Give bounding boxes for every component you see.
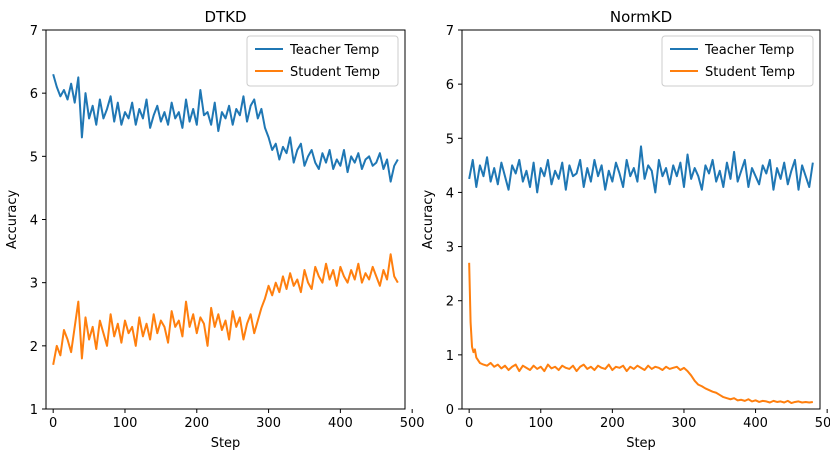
y-tick-label: 3	[30, 277, 38, 292]
y-tick-label: 1	[446, 349, 454, 364]
legend: Teacher Temp Student Temp	[661, 35, 814, 87]
y-tick-label: 6	[446, 78, 454, 93]
y-axis-label: Accuracy	[5, 190, 20, 250]
x-axis-label: Step	[211, 436, 241, 451]
y-tick-label: 4	[30, 214, 38, 229]
series-line-teacher	[468, 145, 814, 194]
x-tick-label: 500	[400, 416, 425, 431]
series-line-student	[468, 262, 813, 405]
series-line-student	[52, 253, 399, 365]
y-axis-label: Accuracy	[421, 190, 436, 250]
x-tick-label: 200	[184, 416, 209, 431]
x-axis-label: Step	[626, 436, 656, 451]
y-tick-label: 2	[446, 295, 454, 310]
x-tick-label: 500	[815, 416, 830, 431]
x-tick-label: 200	[600, 416, 625, 431]
y-tick-label: 7	[30, 24, 38, 39]
legend-label: Teacher Temp	[704, 43, 794, 58]
x-tick-label: 400	[743, 416, 768, 431]
normkd-panel: 0 100 200 300 400 500 0 1 2 3 4 5 6 7 NormKD Step Accura…	[421, 8, 830, 451]
x-tick-label: 300	[256, 416, 281, 431]
legend-label: Student Temp	[290, 65, 380, 80]
legend-label: Student Temp	[705, 65, 795, 80]
chart-title: DTKD	[204, 8, 246, 26]
y-tick-label: 2	[30, 340, 38, 355]
x-tick-label: 0	[465, 416, 473, 431]
x-tick-label: 400	[328, 416, 353, 431]
x-tick-label: 100	[528, 416, 553, 431]
y-tick-label: 4	[446, 186, 454, 201]
dtkd-panel: 0 100 200 300 400 500 1 2 3 4 5 6 7 DTKD Step Accuracy T…	[5, 8, 425, 451]
chart-title: NormKD	[610, 8, 672, 26]
legend: Teacher Temp Student Temp	[246, 35, 399, 87]
axes-frame	[461, 29, 821, 410]
y-tick-label: 5	[446, 132, 454, 147]
x-tick-label: 100	[113, 416, 138, 431]
axes-frame	[45, 29, 406, 410]
y-tick-label: 6	[30, 87, 38, 102]
y-tick-label: 1	[30, 403, 38, 418]
y-tick-label: 5	[30, 150, 38, 165]
y-tick-label: 7	[446, 24, 454, 39]
series-line-teacher	[52, 73, 399, 183]
x-tick-label: 300	[672, 416, 697, 431]
y-tick-label: 3	[446, 241, 454, 256]
x-tick-label: 0	[49, 416, 57, 431]
y-tick-label: 0	[446, 403, 454, 418]
legend-label: Teacher Temp	[289, 43, 379, 58]
